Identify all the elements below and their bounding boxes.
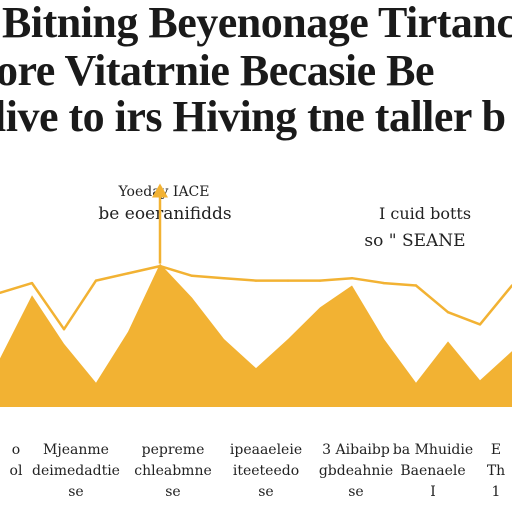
line-series-path: [0, 264, 512, 331]
x-category-6-line-2: Baenaele: [400, 463, 466, 479]
area-series-fill: [0, 263, 512, 407]
x-category-4-line-3: se: [258, 484, 274, 500]
x-category-7-line-1: E: [490, 442, 502, 458]
line-series-point: [158, 264, 162, 268]
line-series-point: [414, 284, 418, 287]
x-category-5-line-2: gbdeahnie: [318, 463, 394, 479]
line-series-point: [94, 279, 98, 282]
x-category-1-line-1: o: [11, 442, 21, 458]
line-series-point: [190, 274, 194, 277]
line-series-point: [62, 328, 66, 331]
x-category-7: E Th 1: [476, 440, 512, 503]
line-series-point: [382, 281, 386, 285]
x-category-7-line-3: 1: [491, 484, 501, 500]
x-category-2-line-1: Mjeanme: [43, 442, 109, 458]
x-category-2-line-3: se: [68, 484, 84, 500]
line-series-point: [318, 279, 322, 282]
x-category-3-line-3: se: [165, 484, 181, 500]
x-category-2-line-2: deimedadtie: [32, 463, 120, 479]
annotation-right-line-2: so " SEANE: [364, 231, 466, 251]
x-category-4: ipeaaeleie iteeteedo se: [216, 440, 316, 503]
x-category-1: o ol: [0, 440, 46, 482]
x-category-5-line-1: 3 Aibaibp: [322, 442, 390, 458]
peak-marker-layer: [152, 183, 168, 264]
line-series-point: [126, 272, 130, 275]
annotation-right-line-1: I cuid botts: [378, 204, 472, 223]
line-series-point: [0, 291, 2, 294]
x-category-5: 3 Aibaibp gbdeahnie se: [308, 440, 404, 503]
chart-title-line-1: Bitning Beyenonage Tirtanc: [2, 0, 512, 47]
x-category-3: pepreme chleabmne se: [124, 440, 222, 503]
area-series-layer: [0, 263, 512, 407]
x-category-6: ba Mhuidie Baenaele I: [390, 440, 476, 503]
x-category-2: Mjeanme deimedadtie se: [28, 440, 124, 503]
x-category-3-line-1: pepreme: [141, 442, 205, 458]
annotation-left-line-1: Yoeday IACE: [118, 184, 210, 200]
line-series-point: [446, 311, 450, 314]
line-series-point: [286, 279, 290, 282]
peak-marker-arrowhead: [152, 183, 168, 198]
chart-title-line-2: ore Vitatrnie Becasie Be: [0, 46, 435, 95]
line-series-layer: [0, 264, 512, 331]
line-series-point: [254, 279, 258, 282]
line-series-point: [350, 277, 354, 280]
x-category-4-line-2: iteeteedo: [232, 463, 300, 479]
line-series-point: [478, 323, 482, 326]
x-category-5-line-3: se: [348, 484, 364, 500]
x-category-4-line-1: ipeaaeleie: [229, 442, 303, 458]
annotation-left-line-2: be eoeranifidds: [98, 204, 232, 224]
line-series-point: [222, 277, 226, 280]
chart-title-line-3: live to irs Hiving tne taller be: [0, 92, 506, 141]
x-category-1-line-2: ol: [9, 463, 23, 479]
x-category-6-line-1: ba Mhuidie: [392, 442, 474, 458]
x-category-6-line-3: I: [430, 484, 436, 500]
x-category-7-line-2: Th: [486, 463, 506, 479]
line-series-point: [30, 281, 34, 285]
x-category-3-line-2: chleabmne: [134, 463, 212, 479]
